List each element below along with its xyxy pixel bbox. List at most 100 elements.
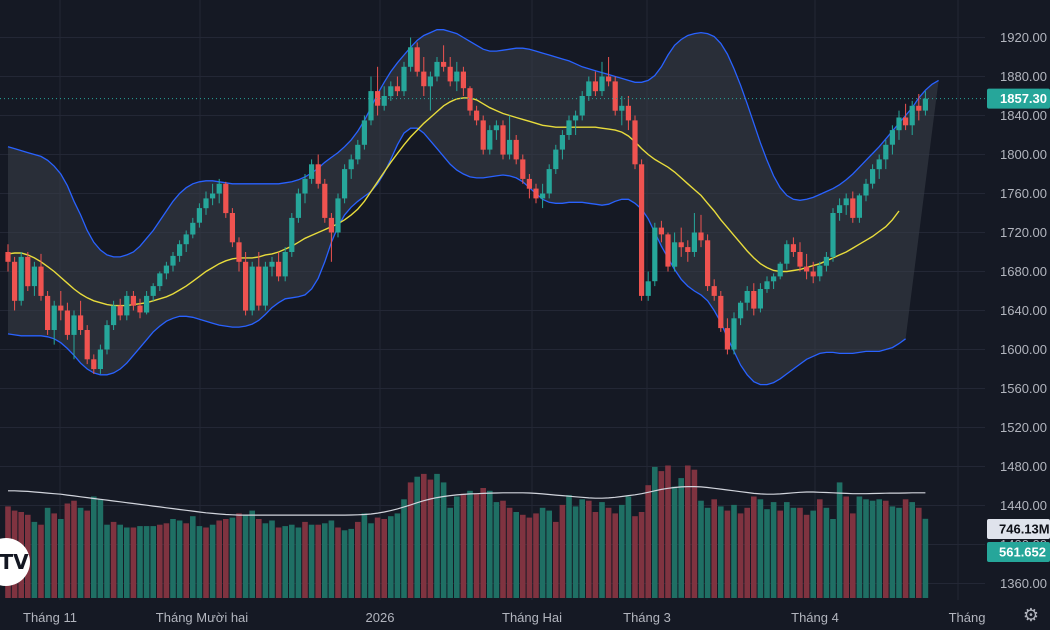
candle-body <box>163 265 169 274</box>
candle <box>566 115 572 140</box>
volume-bar <box>665 465 671 598</box>
candle-body <box>817 265 823 277</box>
candle-body <box>58 305 64 311</box>
candle <box>573 110 579 135</box>
candle-body <box>612 81 618 111</box>
candle-body <box>203 198 209 209</box>
volume-bar <box>533 513 539 598</box>
candle <box>137 298 143 319</box>
candle-body <box>104 325 110 350</box>
candle <box>711 279 717 301</box>
time-axis[interactable]: Tháng 11 Tháng Mười hai 2026 Tháng Hai Tháng… <box>23 610 985 625</box>
volume-bar <box>850 513 856 598</box>
volume-bar <box>922 518 929 598</box>
candle-body <box>916 105 922 111</box>
candle-body <box>414 47 420 72</box>
candle <box>632 115 638 170</box>
candle-body <box>216 183 222 194</box>
candle <box>665 232 671 272</box>
candle <box>262 261 268 311</box>
volume-bar <box>328 520 335 598</box>
volume-bar <box>183 523 189 598</box>
price-axis[interactable]: 1920.00 1880.00 1840.00 1800.00 1760.00 1720.… <box>987 30 1050 591</box>
candle <box>295 188 301 223</box>
candle-body <box>18 256 24 301</box>
volume-bar <box>553 521 559 598</box>
volume-bar <box>130 527 137 598</box>
volume-bar <box>421 473 427 598</box>
candle-body <box>691 232 697 252</box>
candle-body <box>639 164 645 296</box>
volume-bar <box>718 506 724 598</box>
candle <box>441 45 447 72</box>
candle <box>540 183 546 209</box>
candle-body <box>863 183 869 196</box>
candle <box>724 318 730 355</box>
candle <box>876 154 882 179</box>
volume-bar <box>625 496 632 598</box>
candle-body <box>830 213 836 257</box>
gear-icon[interactable]: ⚙ <box>1022 605 1040 625</box>
candle <box>678 227 684 257</box>
volume-bar <box>302 521 308 598</box>
candle <box>751 283 757 316</box>
volume-bar <box>744 507 750 598</box>
volume-bar <box>480 488 486 598</box>
last-price-tag <box>987 88 1050 109</box>
candle <box>586 76 592 101</box>
candle-body <box>361 120 367 145</box>
volume-bar <box>256 519 262 598</box>
candle-body <box>348 159 354 170</box>
candle <box>368 76 374 126</box>
volume-bar <box>355 521 361 598</box>
candle-body <box>771 276 777 282</box>
candle-body <box>460 71 466 89</box>
candle-body <box>493 125 499 131</box>
volume-bar <box>856 496 863 598</box>
candle <box>309 159 315 184</box>
last-price-label: 1857.30 <box>1000 91 1047 106</box>
candle-body <box>117 305 123 316</box>
candle <box>612 76 618 116</box>
candle <box>467 86 473 116</box>
volume-bar <box>157 524 163 598</box>
volume-bar <box>209 524 216 598</box>
volume-bar <box>526 517 533 598</box>
volume-bar <box>520 514 526 598</box>
candle-body <box>223 183 229 214</box>
volume-bar <box>579 499 585 598</box>
volume-bar <box>645 485 651 598</box>
volume-bar <box>830 519 836 598</box>
candle <box>408 37 414 72</box>
volume-bar <box>823 507 830 598</box>
candle <box>196 203 202 228</box>
candle-body <box>25 256 31 287</box>
volume-bar <box>335 527 341 598</box>
candle-body <box>823 256 829 266</box>
candle <box>342 164 348 204</box>
volume-bar <box>368 523 374 598</box>
candle-body <box>368 91 374 121</box>
volume-bar <box>500 500 506 598</box>
candle <box>25 252 31 291</box>
y-tick-label: 1920.00 <box>1000 30 1047 45</box>
candle <box>513 135 519 165</box>
candle-body <box>381 96 387 106</box>
candle-body <box>328 217 334 233</box>
candle <box>58 291 64 321</box>
volume-bar <box>599 502 605 598</box>
candle-body <box>427 76 433 87</box>
candle-body <box>777 263 783 277</box>
candle-body <box>480 120 486 150</box>
volume-bar <box>863 499 869 598</box>
candle-body <box>355 144 361 160</box>
y-tick-label: 1360.00 <box>1000 576 1047 591</box>
candle <box>256 252 262 311</box>
candle-body <box>441 61 447 67</box>
candle-body <box>705 240 711 287</box>
candle <box>177 240 183 262</box>
candle <box>315 154 321 189</box>
volume-bar <box>487 490 493 598</box>
